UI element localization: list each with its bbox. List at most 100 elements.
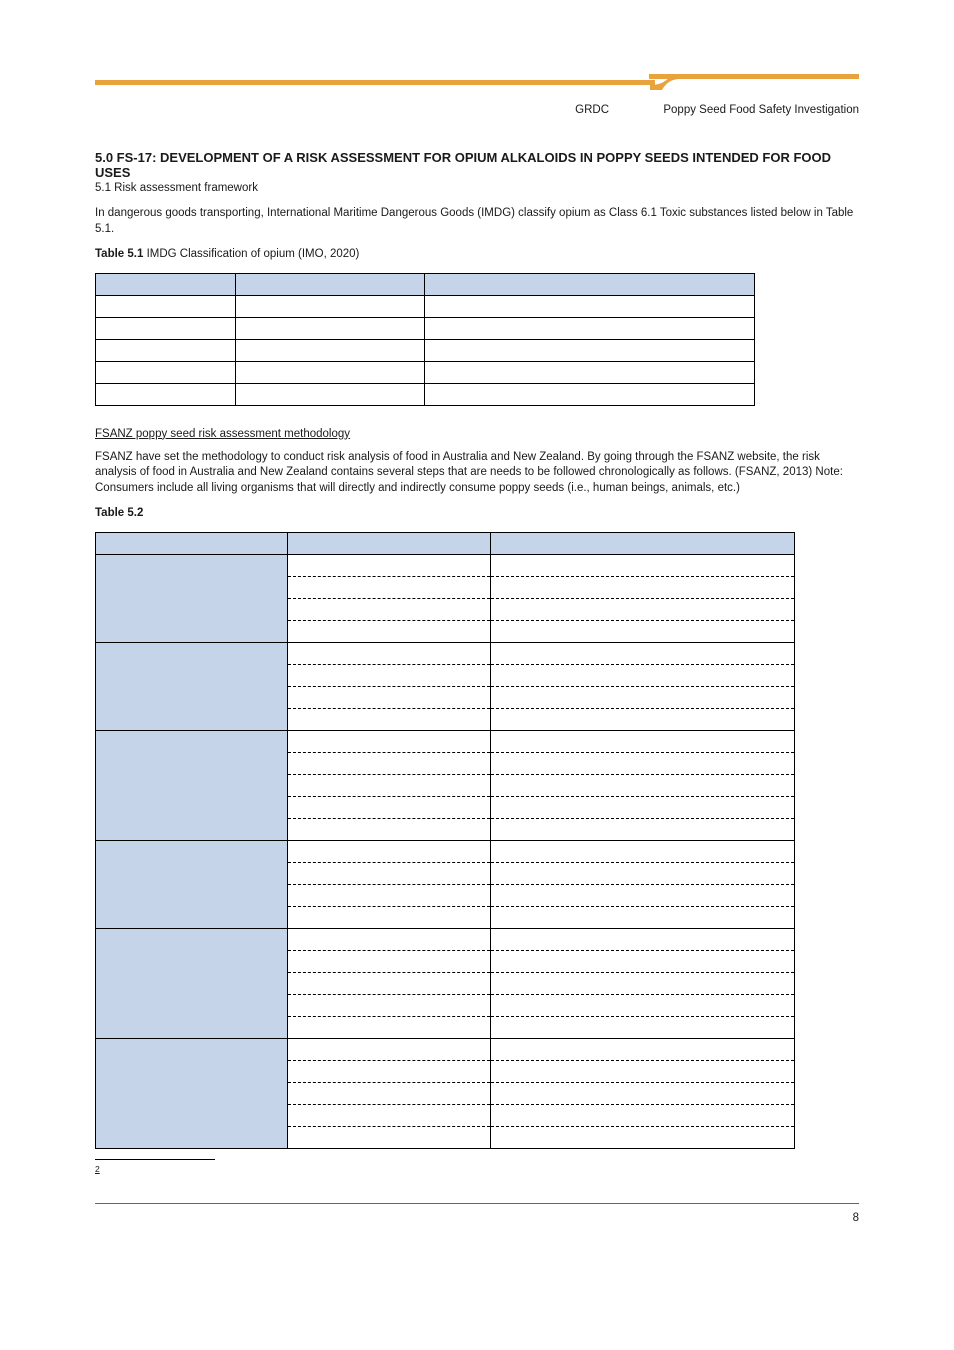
table-cell bbox=[288, 576, 491, 598]
t2-h2 bbox=[491, 532, 795, 554]
table-5-2 bbox=[95, 532, 795, 1149]
table-cell bbox=[491, 664, 795, 686]
table-5-2-caption: Table 5.2 bbox=[95, 506, 859, 522]
table-cell bbox=[288, 774, 491, 796]
table-cell bbox=[288, 730, 491, 752]
table-row bbox=[96, 730, 795, 752]
table-row bbox=[96, 361, 755, 383]
subheading-methodology: FSANZ poppy seed risk assessment methodo… bbox=[95, 428, 859, 440]
table-cell bbox=[96, 361, 236, 383]
t2-h0 bbox=[96, 532, 288, 554]
group-cell bbox=[96, 554, 288, 642]
table-cell bbox=[288, 972, 491, 994]
table-cell bbox=[288, 1038, 491, 1060]
table-cell bbox=[288, 1126, 491, 1148]
table-cell bbox=[235, 383, 425, 405]
table-cell bbox=[235, 317, 425, 339]
table-5-2-caption-prefix: Table 5.2 bbox=[95, 507, 143, 519]
table-cell bbox=[288, 950, 491, 972]
table-row bbox=[96, 383, 755, 405]
section-title: 5.0 FS-17: DEVELOPMENT OF A RISK ASSESSM… bbox=[95, 150, 859, 180]
table-cell bbox=[491, 554, 795, 576]
table-cell bbox=[491, 994, 795, 1016]
table-cell bbox=[288, 620, 491, 642]
table-cell bbox=[288, 1104, 491, 1126]
table-cell bbox=[491, 972, 795, 994]
table-cell bbox=[491, 950, 795, 972]
table-row bbox=[96, 928, 795, 950]
running-head: GRDC Poppy Seed Food Safety Investigatio… bbox=[95, 104, 859, 116]
table-cell bbox=[288, 1016, 491, 1038]
table-cell bbox=[288, 686, 491, 708]
table-5-1-caption-rest: IMDG Classification of opium (IMO, 2020) bbox=[143, 248, 359, 260]
t2-h1 bbox=[288, 532, 491, 554]
table-cell bbox=[288, 642, 491, 664]
table-cell bbox=[288, 906, 491, 928]
table-cell bbox=[288, 928, 491, 950]
table-row bbox=[96, 642, 795, 664]
table-cell bbox=[491, 686, 795, 708]
table-cell bbox=[491, 928, 795, 950]
table-cell bbox=[235, 361, 425, 383]
intro-paragraph: In dangerous goods transporting, Interna… bbox=[95, 206, 859, 237]
table-cell bbox=[96, 317, 236, 339]
table-row bbox=[96, 273, 755, 295]
table-cell bbox=[491, 620, 795, 642]
group-cell bbox=[96, 1038, 288, 1148]
table-cell bbox=[491, 1104, 795, 1126]
table-cell bbox=[288, 818, 491, 840]
table-row bbox=[96, 317, 755, 339]
running-head-right: Poppy Seed Food Safety Investigation bbox=[663, 104, 859, 116]
table-cell bbox=[425, 317, 755, 339]
table-cell bbox=[491, 1060, 795, 1082]
t1-h0 bbox=[96, 273, 236, 295]
table-cell bbox=[491, 774, 795, 796]
table-cell bbox=[491, 708, 795, 730]
table-cell bbox=[491, 1126, 795, 1148]
table-cell bbox=[491, 818, 795, 840]
table-cell bbox=[288, 1082, 491, 1104]
table-5-1-caption-prefix: Table 5.1 bbox=[95, 248, 143, 260]
table-cell bbox=[491, 1038, 795, 1060]
table-cell bbox=[96, 339, 236, 361]
table-cell bbox=[425, 383, 755, 405]
group-cell bbox=[96, 730, 288, 840]
table-cell bbox=[491, 1082, 795, 1104]
group-cell bbox=[96, 928, 288, 1038]
table-row bbox=[96, 1038, 795, 1060]
table-cell bbox=[288, 752, 491, 774]
table-cell bbox=[288, 1060, 491, 1082]
table-5-1-caption: Table 5.1 IMDG Classification of opium (… bbox=[95, 247, 859, 263]
table-cell bbox=[288, 884, 491, 906]
table-cell bbox=[288, 994, 491, 1016]
table-cell bbox=[491, 1016, 795, 1038]
table-cell bbox=[491, 598, 795, 620]
footnote-number: 2 bbox=[95, 1164, 100, 1174]
table-cell bbox=[425, 339, 755, 361]
section-subtitle: 5.1 Risk assessment framework bbox=[95, 182, 859, 194]
table-cell bbox=[288, 554, 491, 576]
footnote: 2 bbox=[95, 1159, 859, 1180]
table-row bbox=[96, 295, 755, 317]
table-cell bbox=[491, 906, 795, 928]
table-cell bbox=[288, 708, 491, 730]
table-row bbox=[96, 532, 795, 554]
table-row bbox=[96, 339, 755, 361]
header-accent-rule bbox=[95, 80, 859, 90]
table-cell bbox=[235, 339, 425, 361]
group-cell bbox=[96, 840, 288, 928]
table-cell bbox=[288, 840, 491, 862]
table-cell bbox=[288, 862, 491, 884]
table-row bbox=[96, 554, 795, 576]
footnote-rule bbox=[95, 1159, 215, 1160]
table-cell bbox=[491, 576, 795, 598]
running-head-left: GRDC bbox=[575, 104, 609, 116]
table-cell bbox=[491, 862, 795, 884]
table-cell bbox=[96, 383, 236, 405]
t1-h2 bbox=[425, 273, 755, 295]
page-number: 8 bbox=[95, 1212, 859, 1224]
table-5-1 bbox=[95, 273, 755, 406]
table-cell bbox=[288, 664, 491, 686]
table-cell bbox=[491, 840, 795, 862]
table-cell bbox=[491, 752, 795, 774]
